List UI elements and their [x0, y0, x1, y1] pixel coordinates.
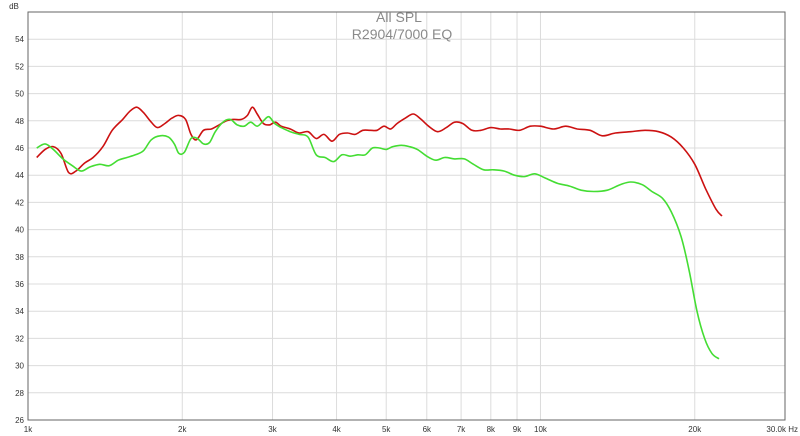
- series: [36, 106, 723, 360]
- y-tick-label: 52: [15, 62, 24, 71]
- y-tick-label: 30: [15, 362, 24, 371]
- x-tick-label: 8k: [487, 425, 496, 434]
- x-tick-label: 30.0k Hz: [766, 425, 798, 434]
- y-tick-label: 32: [15, 334, 24, 343]
- x-tick-label: 6k: [423, 425, 432, 434]
- y-tick-label: 40: [15, 226, 24, 235]
- y-tick-label: 34: [15, 307, 24, 316]
- y-tick-label: 46: [15, 144, 24, 153]
- x-tick-label: 20k: [688, 425, 702, 434]
- chart-title: All SPL: [376, 9, 422, 25]
- plot-border: [27, 11, 786, 421]
- y-tick-label: 44: [15, 171, 24, 180]
- y-tick-label: 38: [15, 253, 24, 262]
- series-line-1: [36, 106, 723, 217]
- x-tick-label: 2k: [178, 425, 187, 434]
- chart-subtitle: R2904/7000 EQ: [352, 26, 453, 42]
- x-tick-label: 5k: [382, 425, 391, 434]
- tick-labels: 26 28 30 32 34 36 38 40 42 44 46 48 50 52 54 1k 2k 3k 4k 5k…: [15, 35, 798, 434]
- y-tick-label: 50: [15, 90, 24, 99]
- grid: [27, 12, 786, 421]
- x-tick-label: 9k: [513, 425, 522, 434]
- x-tick-label: 1k: [24, 425, 33, 434]
- y-tick-label: 26: [15, 416, 24, 425]
- y-tick-label: 42: [15, 198, 24, 207]
- x-tick-label: 3k: [268, 425, 277, 434]
- x-tick-label: 4k: [332, 425, 341, 434]
- y-axis-unit: dB: [9, 2, 19, 11]
- y-tick-label: 36: [15, 280, 24, 289]
- y-tick-label: 48: [15, 117, 24, 126]
- x-tick-label: 7k: [457, 425, 466, 434]
- series-line-2: [36, 115, 720, 360]
- y-tick-label: 54: [15, 35, 24, 44]
- y-tick-label: 28: [15, 389, 24, 398]
- x-tick-label: 10k: [534, 425, 548, 434]
